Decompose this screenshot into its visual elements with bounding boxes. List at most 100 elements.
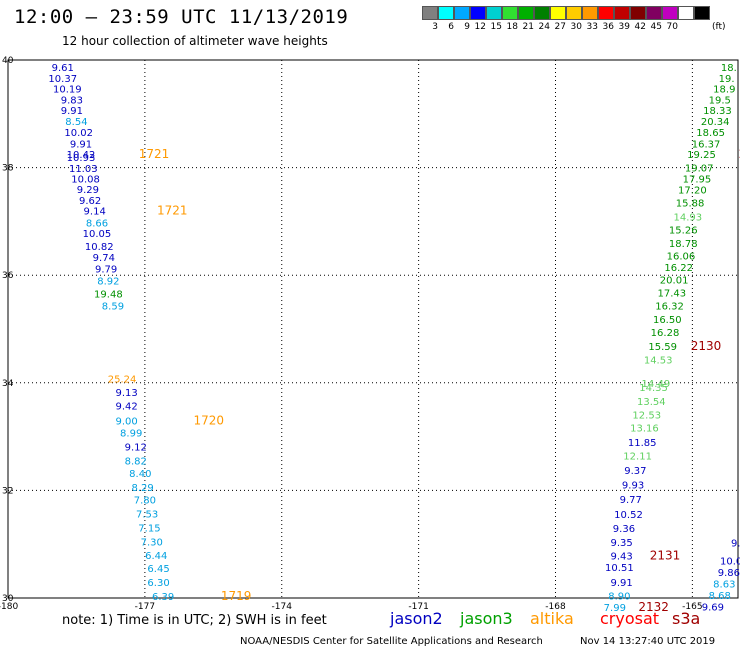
wave-height-label: 9.91 (61, 106, 83, 117)
wave-height-label: 15.59 (648, 342, 677, 353)
wave-height-label: 9.77 (620, 495, 642, 506)
x-tick-label: -168 (545, 602, 566, 612)
pass-time-label: 2131 (650, 548, 681, 562)
wave-height-label: 18.9 (713, 85, 735, 96)
color-scale-label: 30 (570, 22, 582, 32)
wave-height-label: 9.37 (624, 466, 646, 477)
wave-height-label: 10.93 (67, 153, 96, 164)
color-swatch (454, 6, 470, 20)
y-tick-label: 40 (2, 56, 14, 66)
map-frame (7, 59, 739, 599)
wave-height-label: 9.91 (611, 578, 633, 589)
wave-height-label: 14.35 (639, 383, 668, 394)
wave-height-label: 10.51 (605, 563, 634, 574)
color-scale-label: 18 (506, 22, 518, 32)
wave-height-label: 16.32 (655, 301, 684, 312)
page-title: 12:00 – 23:59 UTC 11/13/2019 (14, 6, 349, 28)
wave-height-label: 10.0 (720, 556, 740, 567)
wave-height-label: 6.44 (145, 551, 167, 562)
color-swatch (470, 6, 486, 20)
wave-height-label: 9.00 (115, 416, 137, 427)
color-scale-label: 27 (554, 22, 566, 32)
color-swatch (646, 6, 662, 20)
wave-height-label: 9.14 (84, 207, 106, 218)
pass-time-label: 1720 (193, 413, 224, 427)
color-swatch (614, 6, 630, 20)
wave-height-label: 9.79 (95, 265, 117, 276)
wave-height-label: 10.05 (83, 229, 112, 240)
color-swatch (422, 6, 438, 20)
wave-height-label: 9.36 (613, 524, 635, 535)
color-swatch (502, 6, 518, 20)
color-scale-label: 24 (538, 22, 550, 32)
pass-time-label: 2130 (691, 339, 722, 353)
color-swatch (678, 6, 694, 20)
wave-height-label: 10.52 (614, 510, 643, 521)
color-scale-label: 33 (586, 22, 598, 32)
wave-height-label: 10.37 (48, 74, 77, 85)
wave-height-label: 19.25 (687, 150, 716, 161)
wave-height-label: 6.39 (152, 592, 174, 603)
wave-height-label: 9.61 (52, 63, 74, 74)
wave-height-label: 7.99 (604, 603, 626, 614)
page-subtitle: 12 hour collection of altimeter wave hei… (62, 34, 328, 48)
wave-height-label: 16.06 (667, 251, 696, 262)
color-scale-label: 45 (650, 22, 662, 32)
y-tick-label: 30 (2, 594, 14, 604)
wave-height-label: 9.42 (115, 401, 137, 412)
wave-height-label: 11.03 (69, 164, 98, 175)
pass-time-label: 2 (739, 147, 740, 161)
wave-height-label: 14.49 (642, 379, 671, 390)
color-scale-label: 3 (432, 22, 438, 32)
wave-height-label: 16.22 (664, 263, 693, 274)
y-tick-label: 32 (2, 486, 13, 496)
legend-s3a: s3a (672, 609, 701, 628)
color-scale-label: 15 (490, 22, 502, 32)
legend-jason3: jason3 (460, 609, 513, 628)
wave-height-label: 9.91 (70, 139, 92, 150)
legend-altika: altika (530, 609, 574, 628)
wave-height-label: 10.42 (67, 150, 96, 161)
color-scale-labels: 3 6 9 12 15 18 21 24 27 30 33 36 39 42 45 70 (422, 22, 678, 32)
wave-height-label: 8.29 (131, 483, 153, 494)
wave-height-label: 18. (721, 63, 737, 74)
color-scale-label: 21 (522, 22, 534, 32)
color-swatch (630, 6, 646, 20)
color-swatch (598, 6, 614, 20)
wave-height-label: 9.74 (93, 253, 115, 264)
wave-height-label: 17.95 (683, 174, 712, 185)
color-scale-label: 70 (666, 22, 678, 32)
y-tick-label: 34 (2, 379, 14, 389)
wave-height-label: 10.08 (71, 174, 100, 185)
wave-height-label: 16.37 (692, 139, 721, 150)
generated-timestamp: Nov 14 13:27:40 UTC 2019 (580, 636, 716, 647)
wave-height-label: 8.68 (709, 591, 731, 602)
wave-height-label: 7.30 (141, 538, 163, 549)
color-swatch (534, 6, 550, 20)
wave-height-label: 9.83 (61, 95, 83, 106)
color-swatch (662, 6, 678, 20)
color-swatch (486, 6, 502, 20)
wave-height-label: 9.86 (718, 568, 740, 579)
x-tick-label: -165 (682, 602, 702, 612)
pass-time-label: 2132 (638, 600, 669, 614)
wave-height-label: 6.45 (147, 564, 169, 575)
color-swatch (550, 6, 566, 20)
wave-height-label: 10.82 (85, 242, 114, 253)
footnote: note: 1) Time is in UTC; 2) SWH is in fe… (62, 613, 327, 628)
color-scale-unit: (ft) (712, 22, 726, 32)
wave-height-label: 7.15 (138, 524, 160, 535)
wave-height-label: 19.07 (685, 164, 714, 175)
wave-height-label: 9.69 (702, 603, 724, 614)
wave-height-label: 8.92 (97, 277, 119, 288)
wave-height-label: 8.90 (608, 591, 630, 602)
color-swatch (518, 6, 534, 20)
wave-height-label: 20.01 (660, 276, 689, 287)
wave-height-label: 11.85 (628, 438, 657, 449)
color-scale-label: 36 (602, 22, 614, 32)
wave-height-label: 16.28 (651, 328, 680, 339)
color-swatch (566, 6, 582, 20)
wave-height-label: 14.93 (673, 213, 702, 224)
wave-height-label: 7.53 (136, 510, 158, 521)
y-tick-label: 38 (2, 164, 14, 174)
